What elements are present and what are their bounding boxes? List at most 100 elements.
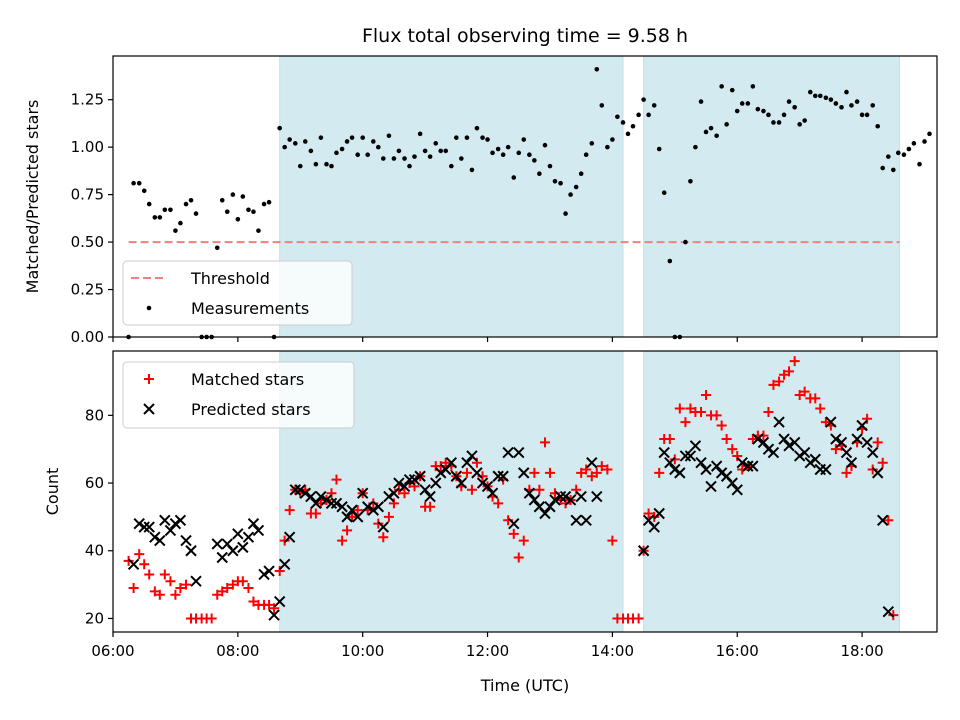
measurement-point [277,125,282,131]
top-y-tick-label: 0.75 [71,186,104,204]
predicted-stars-point [127,558,140,570]
measurement-point [282,144,287,150]
measurement-point [505,144,511,150]
matched-stars-point [696,406,707,417]
predicted-stars-point [310,497,322,510]
predicted-stars-point [757,436,770,449]
measurement-point [823,95,829,101]
legend-label: Predicted stars [191,400,311,419]
measurement-point [797,122,802,127]
measurement-point [308,148,314,154]
measurement-point [761,108,766,114]
predicted-stars-point [294,484,306,496]
matched-stars-point [310,508,321,519]
x-tick-label: 12:00 [466,642,509,660]
measurement-point [729,87,735,93]
matched-stars-point [471,457,482,468]
measurement-point [573,184,579,190]
measurement-point [157,215,163,220]
predicted-stars-point [252,524,265,537]
predicted-stars-point [518,467,530,479]
predicted-stars-point [330,497,343,510]
measurement-point [594,66,600,72]
matched-stars-point [768,379,779,390]
measurement-point [552,179,558,184]
x-tick-label: 14:00 [591,642,634,660]
matched-stars-point [716,420,727,431]
predicted-stars-point [866,446,879,459]
matched-stars-point [669,454,680,465]
predicted-stars-point [414,470,426,482]
measurement-point [302,139,308,144]
matched-stars-point [643,508,654,519]
predicted-stars-point [549,494,561,506]
x-tick-label: 10:00 [341,642,384,660]
predicted-stars-point [523,487,536,499]
measurement-point [661,190,667,196]
measurement-point [402,156,407,161]
predicted-stars-point [679,450,692,462]
measurement-point [844,89,849,95]
measurement-point [344,139,350,144]
matched-stars-point [388,498,399,509]
matched-stars-point [607,535,618,546]
measurement-point [131,180,136,186]
measurement-point [745,101,751,106]
matched-stars-point [165,576,176,587]
matched-stars-point [337,535,348,546]
matched-stars-point [539,437,550,448]
measurement-point [839,104,844,110]
predicted-stars-point [559,490,572,503]
matched-stars-point [139,559,150,570]
predicted-stars-point [273,595,286,608]
measurement-point [854,99,860,104]
matched-stars-point [596,461,607,472]
matched-stars-point [128,582,139,593]
top-y-tick-label: 1.25 [71,91,104,109]
measurement-point [927,131,932,137]
top-y-axis-label: Matched/Predicted stars [23,100,42,294]
measurement-point [849,103,854,108]
measurement-point [178,220,183,226]
measurement-point [812,93,818,99]
predicted-stars-point [586,457,598,469]
predicted-stars-point [497,470,509,482]
predicted-stars-point [299,487,311,499]
measurement-point [162,207,168,213]
predicted-stars-point [778,433,790,445]
measurement-point [168,207,173,213]
measurement-point [371,139,376,144]
measurement-point [599,103,605,108]
predicted-stars-point [138,521,150,533]
measurement-point [240,194,246,199]
measurement-point [698,99,704,104]
matched-stars-point [732,450,743,461]
predicted-stars-point [430,477,442,489]
predicted-stars-point [398,480,411,493]
top-y-tick-label: 1.00 [71,138,104,156]
predicted-stars-point [190,575,202,587]
measurement-point [511,175,517,180]
measurement-point [922,139,927,144]
matched-stars-point [513,552,524,563]
measurement-point [318,135,324,140]
measurement-point [859,112,865,118]
measurement-point [146,201,152,207]
measurement-point [407,163,412,169]
measurement-point [417,131,423,137]
measurement-point [521,137,527,142]
predicted-stars-point [268,609,280,621]
predicted-stars-point [143,521,155,533]
measurement-point [766,112,771,118]
measurement-point [188,197,194,203]
matched-stars-point [883,515,894,526]
matched-stars-point [237,576,248,587]
predicted-stars-point [424,490,436,503]
predicted-stars-point [830,433,842,445]
predicted-stars-point [544,501,556,513]
measurement-point [474,125,480,131]
predicted-stars-point [700,463,712,476]
matched-stars-point [867,464,878,475]
top-observing-interval-2 [643,55,901,338]
measurement-point [480,135,485,140]
